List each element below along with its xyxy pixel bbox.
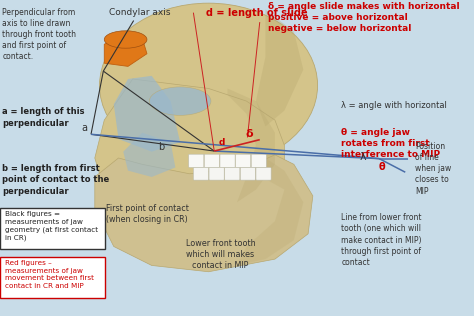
Text: δ: δ [245, 129, 253, 139]
FancyBboxPatch shape [225, 167, 240, 180]
Text: Perpendicular from
axis to line drawn
through front tooth
and first point of
con: Perpendicular from axis to line drawn th… [2, 8, 76, 61]
Text: Red figures –
measurements of jaw
movement between first
contact in CR and MIP: Red figures – measurements of jaw moveme… [5, 260, 94, 289]
Ellipse shape [149, 87, 211, 115]
Text: Position
of line
when jaw
closes to
MIP: Position of line when jaw closes to MIP [415, 142, 451, 196]
FancyBboxPatch shape [220, 154, 235, 167]
Text: Black figures =
measurements of jaw
geometry (at first contact
in CR): Black figures = measurements of jaw geom… [5, 211, 98, 240]
Text: d: d [219, 138, 225, 147]
FancyBboxPatch shape [240, 167, 255, 180]
Text: δ = angle slide makes with horizontal
positive = above horizontal
negative = bel: δ = angle slide makes with horizontal po… [268, 2, 459, 33]
Text: λ: λ [359, 152, 366, 162]
Text: First point of contact
(when closing in CR): First point of contact (when closing in … [106, 204, 188, 224]
FancyBboxPatch shape [204, 154, 219, 167]
Ellipse shape [104, 31, 147, 48]
FancyBboxPatch shape [0, 208, 105, 249]
FancyBboxPatch shape [256, 167, 271, 180]
FancyBboxPatch shape [209, 167, 224, 180]
FancyBboxPatch shape [251, 154, 266, 167]
Polygon shape [114, 76, 180, 152]
Text: a: a [82, 123, 87, 133]
Polygon shape [95, 155, 313, 272]
Polygon shape [104, 35, 147, 66]
Polygon shape [237, 158, 303, 265]
Text: Condylar axis: Condylar axis [109, 8, 171, 17]
Text: a = length of this
perpendicular: a = length of this perpendicular [2, 107, 85, 128]
Text: θ: θ [378, 162, 385, 172]
Polygon shape [123, 133, 175, 177]
Polygon shape [95, 79, 284, 228]
Text: d = length of slide: d = length of slide [206, 8, 308, 18]
FancyBboxPatch shape [236, 154, 251, 167]
Polygon shape [228, 88, 275, 202]
Text: b = length from first
point of contact to the
perpendicular: b = length from first point of contact t… [2, 164, 109, 196]
Text: Line from lower front
tooth (one which will
make contact in MIP)
through first p: Line from lower front tooth (one which w… [341, 213, 422, 267]
Polygon shape [256, 9, 303, 126]
Text: λ = angle with horizontal: λ = angle with horizontal [341, 101, 447, 110]
FancyBboxPatch shape [193, 167, 209, 180]
FancyBboxPatch shape [0, 257, 105, 298]
Text: b: b [158, 142, 164, 152]
FancyBboxPatch shape [189, 154, 204, 167]
Text: θ = angle jaw
rotates from first
interference to MIP: θ = angle jaw rotates from first interfe… [341, 128, 440, 159]
Text: Lower front tooth
which will makes
contact in MIP: Lower front tooth which will makes conta… [186, 239, 255, 270]
Ellipse shape [100, 3, 318, 167]
